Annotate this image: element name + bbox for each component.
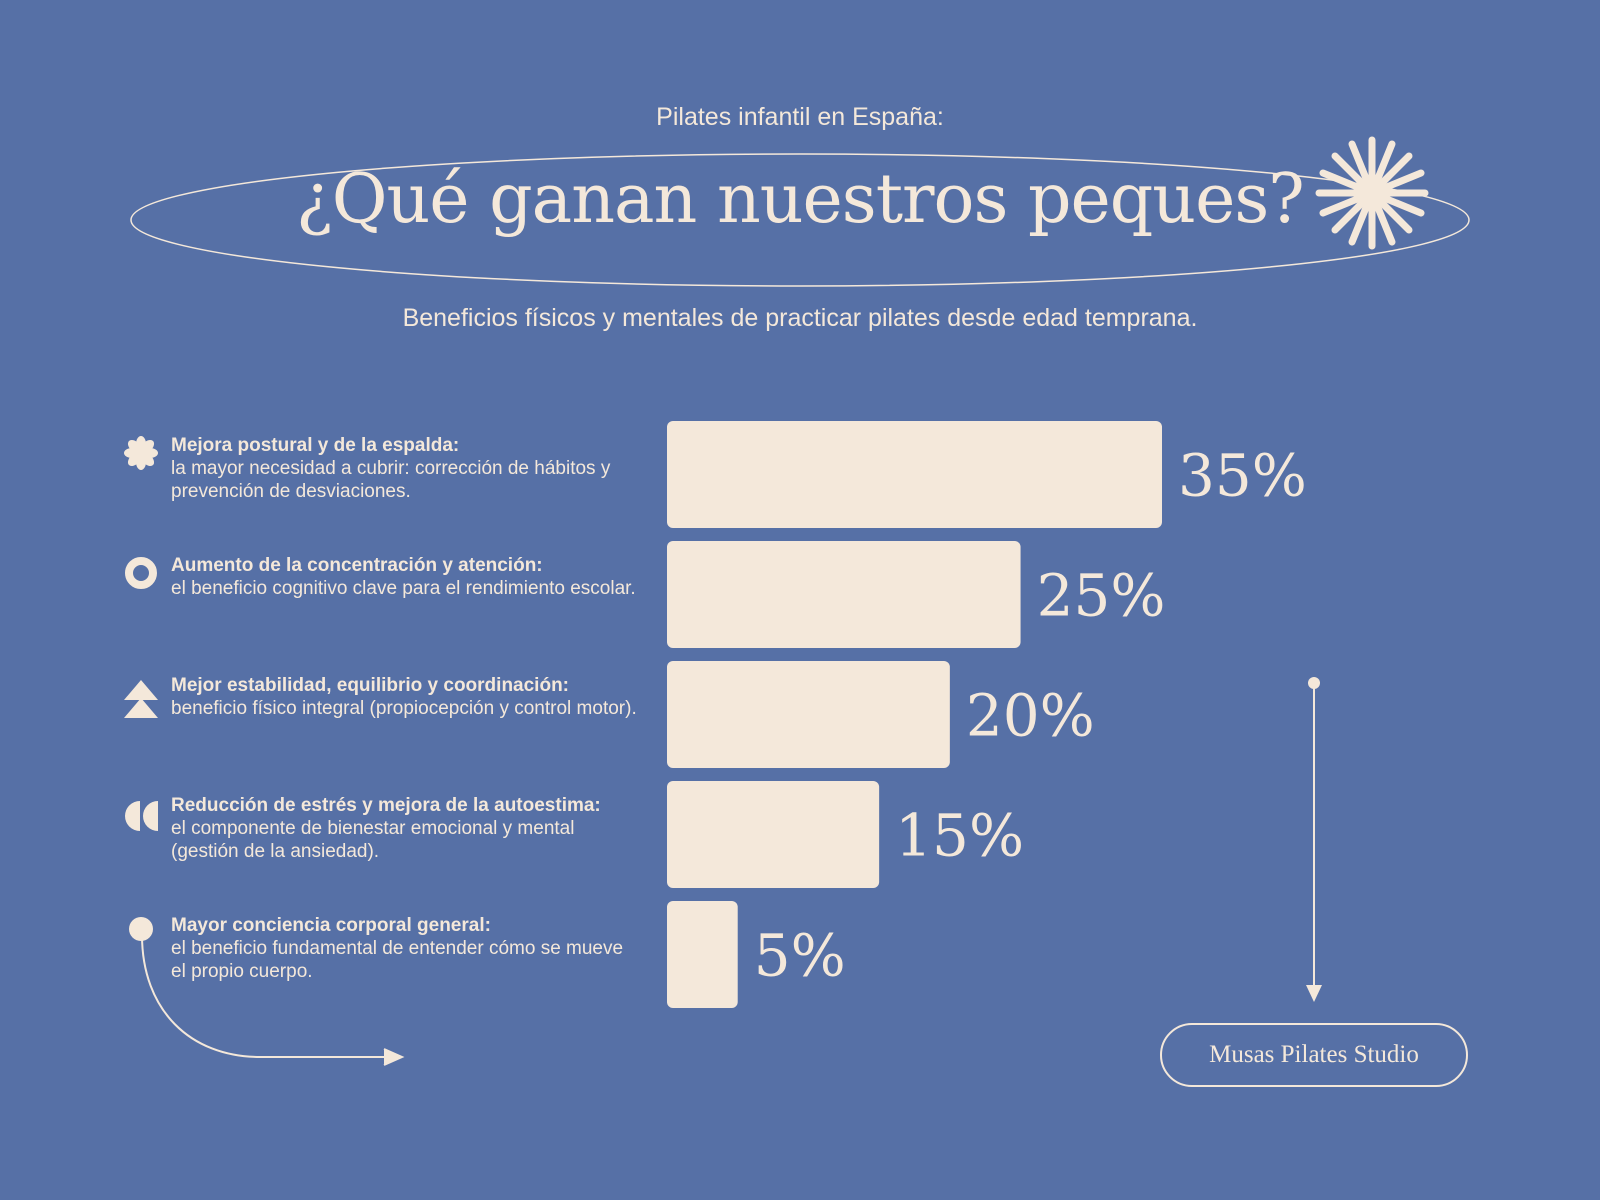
bar: [667, 661, 950, 768]
sparkle-icon: [1315, 136, 1429, 250]
benefit-title: Mejor estabilidad, equilibrio y coordina…: [171, 675, 569, 696]
benefit-desc: la mayor necesidad a cubrir: corrección …: [171, 458, 611, 502]
page-title: ¿Qué ganan nuestros peques?: [296, 160, 1304, 239]
chart-value-labels: 35%25% 20% 15% 5%: [754, 442, 1307, 990]
page-subtitle: Beneficios físicos y mentales de practic…: [402, 304, 1198, 332]
bar: [667, 901, 738, 1008]
chart-bars: [667, 421, 1162, 1008]
value-label: 35%: [1178, 442, 1307, 510]
benefit-item: Aumento de la concentración y atención: …: [171, 554, 641, 600]
kicker-text: Pilates infantil en España:: [656, 103, 944, 131]
bar: [667, 781, 880, 888]
dot-icon: [129, 917, 153, 941]
title-ellipse: [130, 153, 1470, 287]
bar: [667, 421, 1162, 528]
benefit-item: Mejor estabilidad, equilibrio y coordina…: [171, 674, 641, 720]
curved-arrow-icon: [141, 934, 405, 1066]
ring-icon: [125, 557, 157, 589]
benefit-title: Reducción de estrés y mejora de la autoe…: [171, 795, 601, 816]
value-label: 25%: [1037, 562, 1166, 630]
flower-icon: [124, 436, 158, 470]
value-label: 20%: [966, 682, 1095, 750]
benefit-title: Aumento de la concentración y atención:: [171, 555, 543, 576]
stacked-triangles-icon: [124, 680, 158, 718]
benefit-item: Mayor conciencia corporal general: el be…: [171, 914, 641, 983]
benefit-item: Mejora postural y de la espalda: la mayo…: [171, 434, 641, 503]
brand-badge: Musas Pilates Studio: [1160, 1023, 1468, 1087]
benefit-title: Mejora postural y de la espalda:: [171, 435, 460, 456]
benefit-desc: el beneficio cognitivo clave para el ren…: [171, 578, 636, 599]
benefit-item: Reducción de estrés y mejora de la autoe…: [171, 794, 641, 863]
value-label: 15%: [895, 802, 1024, 870]
value-label: 5%: [754, 922, 846, 990]
benefit-desc: el componente de bienestar emocional y m…: [171, 818, 575, 862]
benefit-desc: beneficio físico integral (propiocepción…: [171, 698, 637, 719]
bar: [667, 541, 1021, 648]
benefit-desc: el beneficio fundamental de entender cóm…: [171, 938, 624, 982]
benefit-title: Mayor conciencia corporal general:: [171, 915, 491, 936]
down-arrow-icon: [1306, 677, 1322, 1002]
half-circles-icon: [125, 801, 158, 831]
